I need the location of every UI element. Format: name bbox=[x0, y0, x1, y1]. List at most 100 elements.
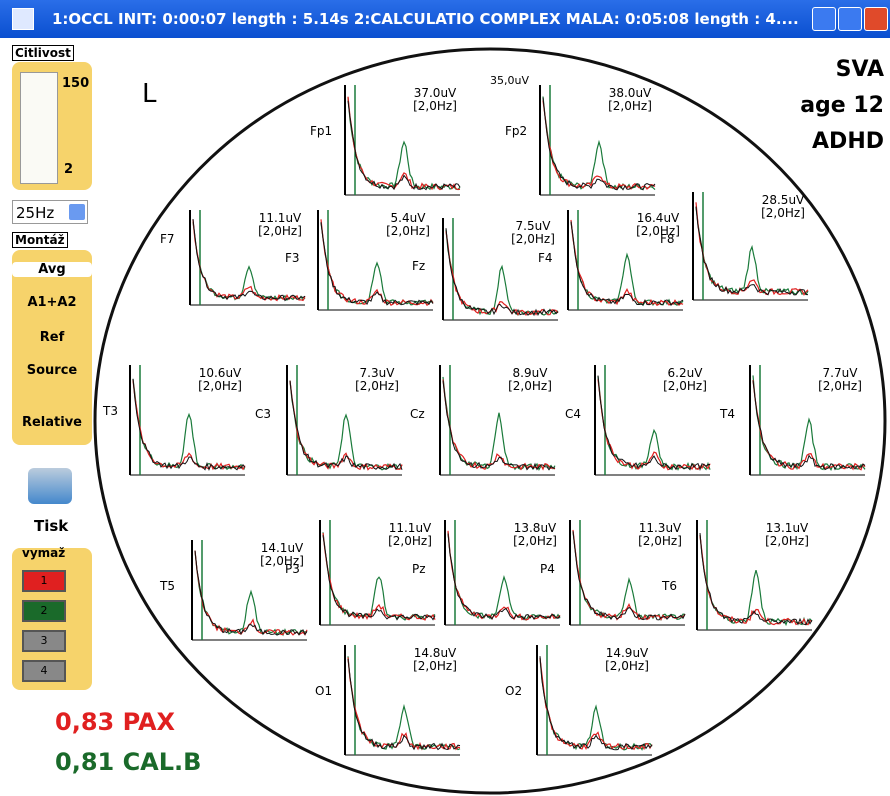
trace-black bbox=[322, 535, 436, 621]
channel-name: O2 bbox=[505, 684, 522, 698]
trace-black bbox=[132, 378, 246, 472]
channel-amplitude: 8.9uV bbox=[513, 366, 549, 380]
patient-age: age 12 bbox=[800, 93, 884, 118]
channel-amplitude: 6.2uV bbox=[668, 366, 704, 380]
channel-amplitude: 5.4uV bbox=[391, 211, 427, 225]
trace-black bbox=[539, 656, 653, 751]
channel-frequency: [2,0Hz] bbox=[513, 534, 557, 548]
trace-green bbox=[194, 550, 308, 637]
channel-name: F4 bbox=[538, 251, 553, 265]
trace-green bbox=[445, 229, 559, 316]
head-outline bbox=[93, 47, 887, 795]
window-title: 1:OCCL INIT: 0:00:07 length : 5.14s 2:CA… bbox=[52, 10, 799, 28]
trace-red bbox=[447, 530, 561, 621]
channel-frequency: [2,0Hz] bbox=[508, 379, 552, 393]
channel-name: T6 bbox=[661, 579, 677, 593]
channel-frequency: [2,0Hz] bbox=[413, 659, 457, 673]
channel-name: O1 bbox=[315, 684, 332, 698]
channel-name: T3 bbox=[102, 404, 118, 418]
channel-amplitude: 14.8uV bbox=[414, 646, 457, 660]
trace-red bbox=[347, 96, 461, 191]
trace-green bbox=[320, 222, 434, 306]
slider[interactable] bbox=[20, 72, 58, 184]
trace-red bbox=[347, 657, 461, 751]
print-label[interactable]: Tisk bbox=[34, 517, 69, 535]
trace-red bbox=[445, 231, 559, 317]
channel-amplitude: 37.0uV bbox=[414, 86, 457, 100]
channel-name: C3 bbox=[255, 407, 271, 421]
channel-amplitude: 11.1uV bbox=[389, 521, 432, 535]
channel-frequency: [2,0Hz] bbox=[638, 534, 682, 548]
channel-frequency: [2,0Hz] bbox=[761, 206, 805, 220]
montage-option[interactable]: Relative bbox=[21, 415, 83, 430]
channel-frequency: [2,0Hz] bbox=[413, 99, 457, 113]
channel-frequency: [2,0Hz] bbox=[608, 99, 652, 113]
clear-button[interactable]: 3 bbox=[22, 630, 66, 652]
trace-red bbox=[597, 379, 711, 471]
trace-red bbox=[539, 657, 653, 751]
trace-green bbox=[539, 658, 653, 751]
channel-amplitude: 10.6uV bbox=[199, 366, 242, 380]
montage-label: Montáž bbox=[12, 232, 68, 248]
trace-green bbox=[322, 532, 436, 621]
channel-frequency: [2,0Hz] bbox=[388, 534, 432, 548]
channel-amplitude: 13.1uV bbox=[766, 521, 809, 535]
trace-red bbox=[322, 533, 436, 621]
channel-frequency: [2,0Hz] bbox=[355, 379, 399, 393]
channel-amplitude: 11.1uV bbox=[259, 211, 302, 225]
trace-green bbox=[572, 531, 686, 622]
channel-amplitude: 28.5uV bbox=[762, 193, 805, 207]
channel-amplitude: 16.4uV bbox=[637, 211, 680, 225]
trace-black bbox=[442, 380, 556, 471]
trace-black bbox=[695, 206, 809, 296]
trace-red bbox=[695, 202, 809, 296]
channel-amplitude: 38.0uV bbox=[609, 86, 652, 100]
trace-red bbox=[542, 100, 656, 191]
clear-button[interactable]: 4 bbox=[22, 660, 66, 682]
channel-name: F7 bbox=[160, 232, 175, 246]
channel-name: C4 bbox=[565, 407, 581, 421]
minimize-button[interactable] bbox=[812, 7, 836, 31]
montage-option[interactable]: Source bbox=[26, 363, 78, 378]
maximize-button[interactable] bbox=[838, 7, 862, 31]
channel-name: Cz bbox=[410, 407, 425, 421]
trace-green bbox=[289, 380, 403, 471]
channel-amplitude: 7.7uV bbox=[823, 366, 859, 380]
channel-frequency: [2,0Hz] bbox=[260, 554, 304, 568]
montage-panel bbox=[12, 250, 92, 445]
trace-red bbox=[442, 379, 556, 471]
trace-black bbox=[347, 100, 461, 191]
side-label: L bbox=[142, 79, 157, 109]
trace-green bbox=[542, 96, 656, 191]
printer-icon[interactable] bbox=[28, 468, 72, 504]
channel-frequency: [2,0Hz] bbox=[258, 224, 302, 238]
patient-diagnosis: ADHD bbox=[812, 129, 884, 154]
channel-name: Pz bbox=[412, 562, 426, 576]
channel-frequency: [2,0Hz] bbox=[511, 232, 555, 246]
clear-button[interactable]: 1 bbox=[22, 570, 66, 592]
channel-name: T4 bbox=[719, 407, 735, 421]
clear-button[interactable]: 2 bbox=[22, 600, 66, 622]
montage-option[interactable]: Avg bbox=[12, 262, 92, 277]
clear-label: vymaž bbox=[22, 546, 66, 560]
montage-option[interactable]: A1+A2 bbox=[27, 295, 77, 310]
channel-name: T5 bbox=[159, 579, 175, 593]
legend-red: 0,83 PAX bbox=[55, 708, 176, 736]
trace-black bbox=[192, 219, 306, 302]
trace-black bbox=[699, 533, 813, 626]
channel-frequency: [2,0Hz] bbox=[818, 379, 862, 393]
channel-name: P3 bbox=[285, 562, 300, 576]
trace-red bbox=[752, 380, 866, 471]
sensitivity-label: Citlivost bbox=[12, 45, 74, 61]
montage-option[interactable]: Ref bbox=[39, 330, 65, 345]
channel-amplitude: 11.3uV bbox=[639, 521, 682, 535]
filter-value: 25Hz bbox=[16, 204, 55, 222]
close-button[interactable] bbox=[864, 7, 888, 31]
filter-select[interactable]: 25Hz bbox=[12, 200, 88, 224]
channel-frequency: [2,0Hz] bbox=[605, 659, 649, 673]
channel-frequency: [2,0Hz] bbox=[198, 379, 242, 393]
trace-black bbox=[447, 533, 561, 621]
slider-max: 150 bbox=[62, 76, 90, 91]
channel-frequency: [2,0Hz] bbox=[636, 224, 680, 238]
channel-name: P4 bbox=[540, 562, 555, 576]
